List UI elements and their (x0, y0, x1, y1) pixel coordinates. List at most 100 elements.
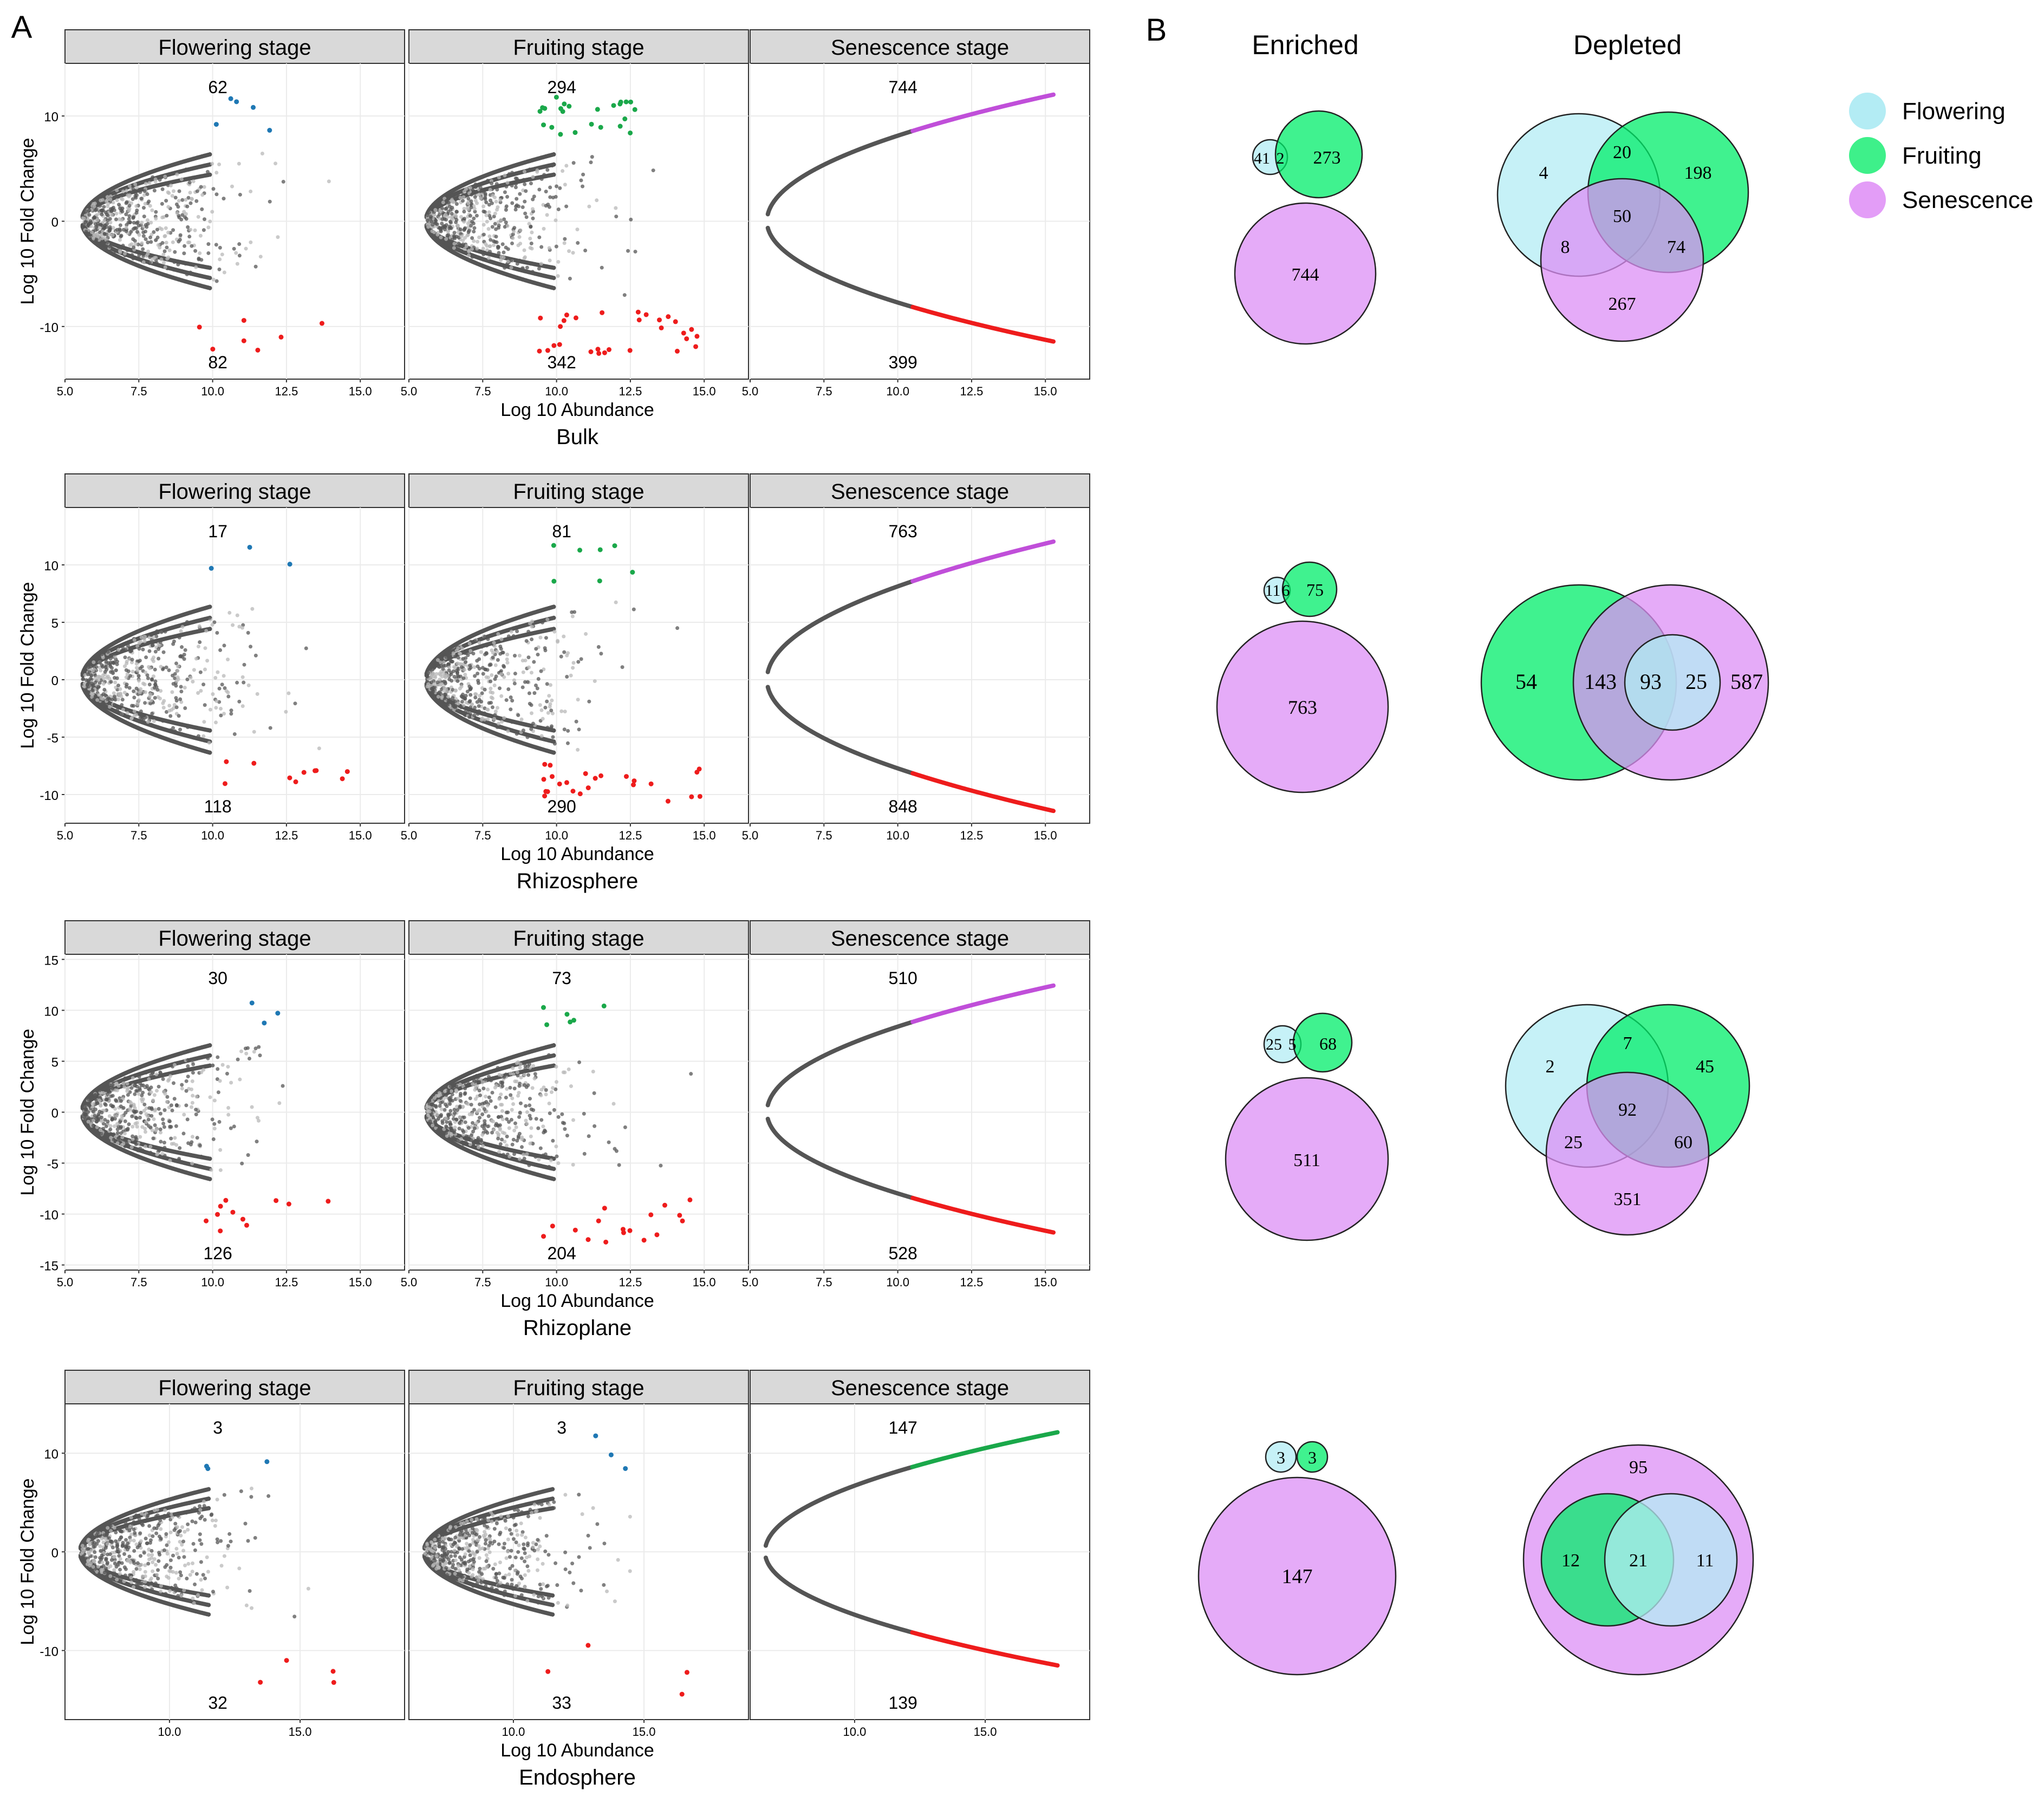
data-point (522, 178, 526, 182)
data-point (130, 253, 134, 257)
data-point (203, 217, 207, 222)
data-point (587, 204, 591, 209)
data-point (200, 207, 204, 211)
data-point (583, 248, 588, 252)
data-point (200, 193, 205, 197)
data-point (198, 251, 202, 255)
data-point (97, 681, 102, 685)
data-point (1051, 339, 1056, 344)
data-point (184, 212, 188, 216)
x-tick-label: 12.5 (619, 385, 642, 398)
data-point (155, 688, 160, 692)
data-point (229, 712, 233, 716)
data-point (485, 219, 489, 224)
data-point (116, 684, 121, 688)
data-point (531, 175, 535, 179)
data-point (101, 198, 105, 202)
data-point (201, 682, 206, 687)
data-point (459, 214, 463, 219)
data-point (146, 222, 150, 226)
data-point (487, 234, 492, 238)
data-point (91, 668, 95, 673)
data-point-depleted (596, 351, 602, 356)
data-point (97, 226, 102, 230)
data-point (178, 697, 183, 701)
data-point-depleted (251, 760, 257, 766)
data-point (134, 666, 139, 670)
data-point (547, 246, 551, 250)
data-point (529, 242, 533, 246)
data-point (513, 176, 518, 180)
enriched-count: 294 (547, 77, 576, 97)
data-point (446, 215, 450, 219)
data-point (144, 655, 148, 660)
data-point (505, 180, 510, 185)
data-point (197, 257, 201, 262)
data-point (148, 235, 153, 239)
data-point (202, 720, 206, 724)
data-point (149, 633, 153, 637)
data-point (216, 670, 220, 674)
data-point (504, 245, 508, 250)
data-point (523, 199, 527, 204)
data-point-depleted (340, 776, 345, 782)
data-point (93, 676, 97, 681)
data-point (198, 670, 203, 674)
data-point (165, 257, 170, 261)
data-point (530, 270, 535, 274)
data-point (162, 249, 167, 253)
data-point (462, 217, 466, 221)
data-point (171, 189, 175, 193)
data-point (523, 255, 527, 259)
data-point (177, 635, 181, 640)
data-point (488, 187, 492, 192)
y-tick-label: 5 (51, 616, 58, 631)
data-point (125, 659, 129, 663)
y-tick-label: 0 (51, 674, 58, 688)
data-point (452, 246, 456, 250)
data-point (108, 220, 113, 225)
data-point-depleted (602, 350, 607, 355)
data-point (129, 230, 133, 234)
data-point (175, 668, 180, 673)
data-point (132, 245, 136, 249)
data-point (571, 161, 576, 165)
data-point (166, 183, 170, 187)
data-point (426, 225, 431, 229)
data-point (90, 692, 94, 697)
data-point (161, 719, 165, 723)
data-point (503, 173, 507, 178)
data-point (524, 189, 528, 193)
data-point-enriched (228, 96, 233, 101)
data-point (185, 204, 190, 209)
data-point (120, 698, 125, 702)
data-point (237, 253, 242, 258)
data-point (86, 672, 90, 676)
data-point (512, 229, 516, 233)
data-point (561, 169, 565, 173)
data-point (129, 242, 134, 246)
data-point (161, 701, 165, 705)
data-point (163, 174, 167, 179)
data-point (564, 204, 569, 209)
data-point (153, 667, 157, 672)
data-point (100, 232, 104, 237)
data-point (190, 244, 194, 248)
data-point (590, 155, 594, 159)
data-point (522, 170, 526, 174)
data-point (472, 230, 476, 234)
data-point (168, 728, 173, 732)
data-point (108, 705, 112, 709)
data-point-enriched (622, 116, 628, 122)
data-point (81, 677, 85, 681)
data-point (249, 189, 253, 193)
data-point (242, 680, 246, 685)
data-point (157, 656, 161, 661)
data-point (481, 204, 486, 209)
data-point (220, 252, 224, 257)
data-point (185, 620, 189, 624)
data-point (120, 197, 125, 201)
data-point (258, 255, 263, 259)
data-point (95, 213, 99, 217)
